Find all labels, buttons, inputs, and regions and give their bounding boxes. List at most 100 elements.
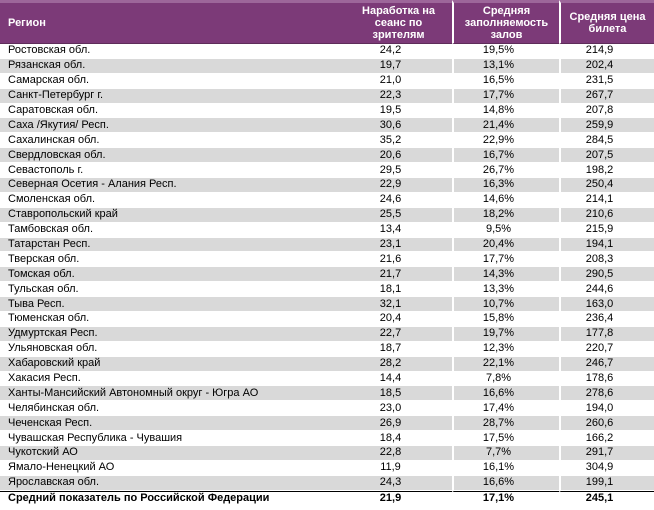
ticket-price-cell: 267,7: [559, 88, 654, 104]
region-cell: Томская обл.: [0, 267, 345, 283]
table-row: Самарская обл. 21,0 16,5% 231,5: [0, 73, 654, 89]
occupancy-cell: 21,4%: [452, 118, 559, 134]
attendance-per-session-cell: 22,7: [345, 326, 452, 342]
occupancy-cell: 17,7%: [452, 252, 559, 268]
region-cell: Чукотский АО: [0, 446, 345, 461]
attendance-per-session-cell: 13,4: [345, 223, 452, 238]
table-row: Челябинская обл. 23,0 17,4% 194,0: [0, 401, 654, 417]
attendance-per-session-cell: 29,5: [345, 163, 452, 179]
table-row: Севастополь г. 29,5 26,7% 198,2: [0, 163, 654, 179]
table-row: Тверская обл. 21,6 17,7% 208,3: [0, 252, 654, 268]
region-cell: Татарстан Респ.: [0, 237, 345, 253]
occupancy-cell: 22,1%: [452, 356, 559, 372]
table-row: Томская обл. 21,7 14,3% 290,5: [0, 267, 654, 283]
region-cell: Свердловская обл.: [0, 148, 345, 164]
region-cell: Северная Осетия - Алания Респ.: [0, 178, 345, 193]
region-cell: Тыва Респ.: [0, 297, 345, 313]
total-occupancy-value: 17,1%: [452, 490, 559, 506]
ticket-price-cell: 202,4: [559, 58, 654, 74]
column-header-average-occupancy: Средняя заполняемость залов: [452, 0, 559, 44]
region-cell: Смоленская обл.: [0, 193, 345, 208]
ticket-price-cell: 290,5: [559, 267, 654, 283]
occupancy-cell: 26,7%: [452, 163, 559, 179]
table-row: Ямало-Ненецкий АО 11,9 16,1% 304,9: [0, 460, 654, 476]
region-cell: Саратовская обл.: [0, 104, 345, 119]
occupancy-cell: 16,7%: [452, 148, 559, 164]
table-row: Саратовская обл. 19,5 14,8% 207,8: [0, 103, 654, 119]
region-cell: Хабаровский край: [0, 356, 345, 372]
region-cell: Тамбовская обл.: [0, 223, 345, 238]
attendance-per-session-cell: 32,1: [345, 297, 452, 313]
attendance-per-session-cell: 18,7: [345, 342, 452, 357]
attendance-per-session-cell: 21,7: [345, 267, 452, 283]
attendance-per-session-cell: 21,6: [345, 252, 452, 268]
table-body: Ростовская обл. 24,2 19,5% 214,9 Рязанская о…: [0, 44, 654, 491]
table-row: Сахалинская обл. 35,2 22,9% 284,5: [0, 133, 654, 149]
table-row: Санкт-Петербург г. 22,3 17,7% 267,7: [0, 88, 654, 104]
attendance-per-session-cell: 18,1: [345, 282, 452, 298]
ticket-price-cell: 198,2: [559, 163, 654, 179]
occupancy-cell: 19,7%: [452, 326, 559, 342]
region-cell: Тверская обл.: [0, 252, 345, 268]
table-row: Ханты-Мансийский Автономный округ - Югра…: [0, 386, 654, 402]
attendance-per-session-cell: 11,9: [345, 461, 452, 476]
region-cell: Ямало-Ненецкий АО: [0, 461, 345, 476]
table-row: Свердловская обл. 20,6 16,7% 207,5: [0, 148, 654, 164]
ticket-price-cell: 231,5: [559, 73, 654, 89]
column-header-region: Регион: [0, 0, 345, 44]
attendance-per-session-cell: 18,5: [345, 386, 452, 402]
occupancy-cell: 13,1%: [452, 58, 559, 74]
attendance-per-session-cell: 21,0: [345, 74, 452, 89]
attendance-per-session-cell: 22,3: [345, 88, 452, 104]
total-attendance-per-session-value: 21,9: [345, 490, 452, 506]
occupancy-cell: 12,3%: [452, 341, 559, 357]
ticket-price-cell: 220,7: [559, 341, 654, 357]
ticket-price-cell: 236,4: [559, 312, 654, 327]
occupancy-cell: 13,3%: [452, 282, 559, 298]
attendance-per-session-cell: 24,2: [345, 44, 452, 59]
attendance-per-session-cell: 26,9: [345, 416, 452, 432]
column-header-attendance-per-session: Наработка на сеанс по зрителям: [345, 0, 452, 44]
region-cell: Чеченская Респ.: [0, 416, 345, 432]
ticket-price-cell: 304,9: [559, 460, 654, 476]
occupancy-cell: 17,4%: [452, 401, 559, 417]
region-cell: Тульская обл.: [0, 282, 345, 298]
attendance-per-session-cell: 24,3: [345, 475, 452, 491]
table-row: Ростовская обл. 24,2 19,5% 214,9: [0, 44, 654, 59]
table-header: Регион Наработка на сеанс по зрителям Ср…: [0, 0, 654, 44]
region-cell: Севастополь г.: [0, 163, 345, 179]
table-row: Смоленская обл. 24,6 14,6% 214,1: [0, 192, 654, 208]
occupancy-cell: 17,5%: [452, 431, 559, 447]
table-footer: Средний показатель по Российской Федерац…: [0, 490, 654, 506]
ticket-price-cell: 177,8: [559, 326, 654, 342]
occupancy-cell: 10,7%: [452, 297, 559, 313]
table-row: Тыва Респ. 32,1 10,7% 163,0: [0, 297, 654, 313]
ticket-price-cell: 214,1: [559, 192, 654, 208]
occupancy-cell: 14,3%: [452, 267, 559, 283]
table-row: Ярославская обл. 24,3 16,6% 199,1: [0, 475, 654, 491]
occupancy-cell: 16,6%: [452, 475, 559, 491]
table-row: Рязанская обл. 19,7 13,1% 202,4: [0, 58, 654, 74]
ticket-price-cell: 194,0: [559, 401, 654, 417]
region-cell: Сахалинская обл.: [0, 133, 345, 149]
occupancy-cell: 17,7%: [452, 88, 559, 104]
occupancy-cell: 7,8%: [452, 371, 559, 387]
region-cell: Ханты-Мансийский Автономный округ - Югра…: [0, 386, 345, 402]
attendance-per-session-cell: 25,5: [345, 207, 452, 223]
ticket-price-cell: 291,7: [559, 446, 654, 461]
attendance-per-session-cell: 23,0: [345, 401, 452, 417]
ticket-price-cell: 178,6: [559, 371, 654, 387]
region-cell: Саха /Якутия/ Респ.: [0, 118, 345, 134]
region-cell: Хакасия Респ.: [0, 372, 345, 387]
table-row: Саха /Якутия/ Респ. 30,6 21,4% 259,9: [0, 118, 654, 134]
occupancy-cell: 20,4%: [452, 237, 559, 253]
occupancy-cell: 16,6%: [452, 386, 559, 402]
ticket-price-cell: 208,3: [559, 252, 654, 268]
ticket-price-cell: 214,9: [559, 44, 654, 59]
table-row: Хабаровский край 28,2 22,1% 246,7: [0, 356, 654, 372]
region-cell: Ставропольский край: [0, 207, 345, 223]
region-cell: Ульяновская обл.: [0, 342, 345, 357]
occupancy-cell: 9,5%: [452, 222, 559, 238]
ticket-price-cell: 194,1: [559, 237, 654, 253]
